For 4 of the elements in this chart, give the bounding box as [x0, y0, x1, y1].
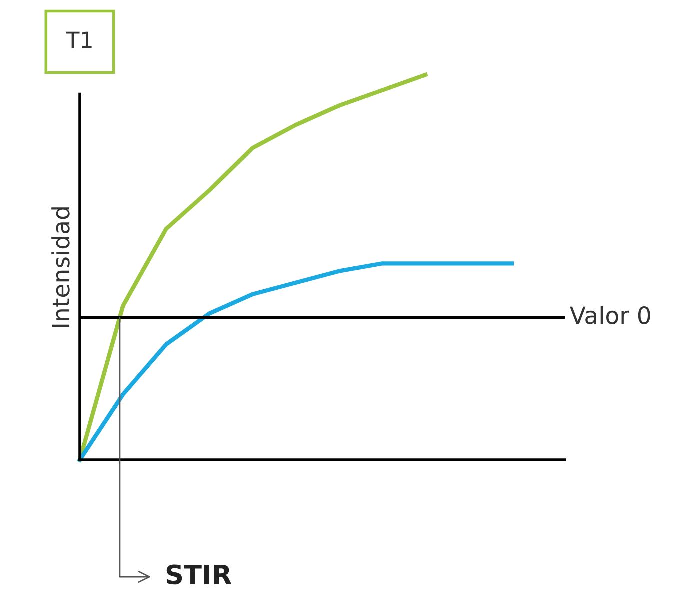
ref-line-label: Valor 0 [570, 306, 650, 324]
text: STIR [166, 564, 232, 585]
chart-title: T1 [66, 32, 92, 48]
y-axis-title: Intensidad [52, 208, 70, 328]
